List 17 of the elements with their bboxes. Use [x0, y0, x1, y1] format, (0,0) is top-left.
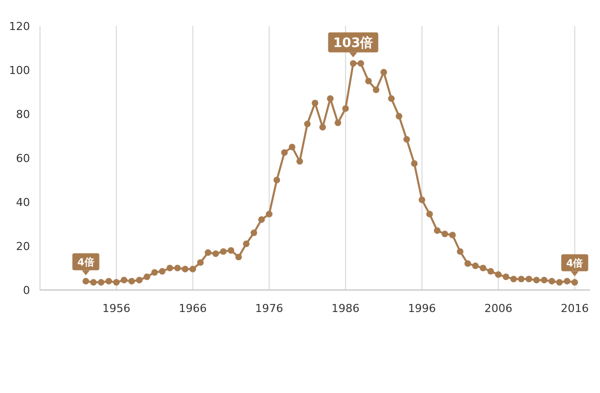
x-tick-label: 1996	[408, 302, 436, 315]
x-tick-label: 1986	[332, 302, 360, 315]
x-tick-label: 2006	[484, 302, 512, 315]
x-tick-label: 1966	[178, 302, 207, 315]
y-tick-label: 20	[16, 240, 30, 253]
y-tick-label: 100	[9, 64, 30, 77]
y-tick-label: 0	[23, 284, 30, 297]
x-tick-label: 1956	[102, 302, 130, 315]
y-tick-label: 40	[16, 196, 30, 209]
y-tick-label: 120	[9, 20, 30, 33]
annotation: 103倍	[333, 35, 374, 52]
x-tick-label: 1976	[255, 302, 284, 315]
y-tick-label: 80	[16, 108, 30, 121]
y-tick-label: 60	[16, 152, 30, 165]
annotation: 4倍	[566, 257, 584, 270]
x-tick-label: 2016	[560, 302, 589, 315]
annotation: 4倍	[77, 256, 94, 268]
